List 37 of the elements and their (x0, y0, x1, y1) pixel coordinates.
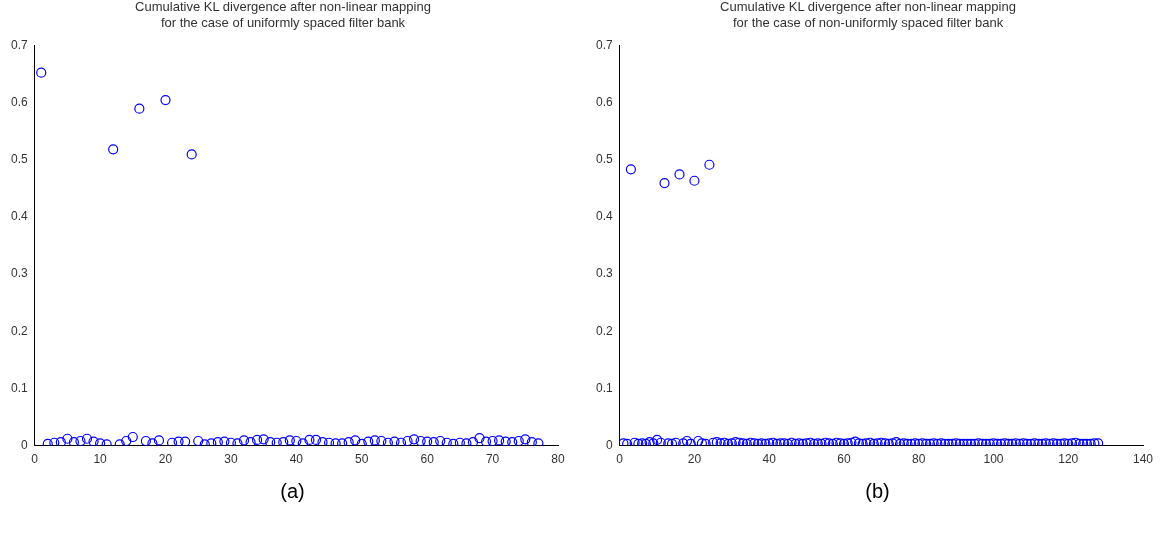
y-tick-label: 0 (20, 437, 28, 452)
x-tick-label: 140 (1132, 452, 1153, 467)
chart-title: Cumulative KL divergence after non-linear mapping for the case of non-uniformly spaced filter bank (719, 0, 1016, 30)
x-tick-label: 120 (1057, 452, 1079, 467)
x-tick-label: 0 (615, 452, 623, 467)
y-tick-label: 0.4 (595, 209, 613, 224)
x-tick-label: 40 (762, 452, 776, 467)
x-tick-label: 0 (30, 452, 38, 467)
y-tick-label: 0.6 (10, 94, 28, 109)
x-tick-label: 60 (836, 452, 851, 467)
x-tick-label: 60 (419, 452, 434, 467)
y-tick-label: 0.4 (10, 209, 28, 224)
y-tick-label: 0.1 (595, 380, 613, 395)
y-tick-label: 0.7 (10, 37, 28, 52)
y-tick-label: 0.6 (595, 94, 613, 109)
x-tick-label: 20 (158, 452, 173, 467)
y-tick-label: 0.2 (10, 323, 28, 338)
y-tick-label: 0.3 (10, 266, 28, 281)
x-tick-label: 100 (982, 452, 1004, 467)
y-tick-label: 0.1 (10, 380, 28, 395)
x-tick-label: 20 (687, 452, 701, 467)
x-tick-label: 40 (289, 452, 303, 467)
text: (a) (280, 480, 305, 503)
y-tick-label: 0.5 (595, 151, 613, 166)
y-tick-label: 0.7 (595, 37, 613, 52)
x-tick-label: 80 (550, 452, 565, 467)
y-tick-label: 0 (605, 437, 613, 452)
x-tick-label: 30 (223, 452, 238, 467)
x-tick-label: 70 (485, 452, 500, 467)
x-tick-label: 80 (911, 452, 926, 467)
x-tick-label: 50 (354, 452, 369, 467)
y-tick-label: 0.2 (595, 323, 613, 338)
x-tick-label: 10 (92, 452, 107, 467)
text: (b) (865, 480, 890, 503)
y-tick-label: 0.5 (10, 151, 28, 166)
chart-title: Cumulative KL divergence after non-linear mapping for the case of uniformly spaced filter bank (134, 0, 431, 30)
y-tick-label: 0.3 (595, 266, 613, 281)
